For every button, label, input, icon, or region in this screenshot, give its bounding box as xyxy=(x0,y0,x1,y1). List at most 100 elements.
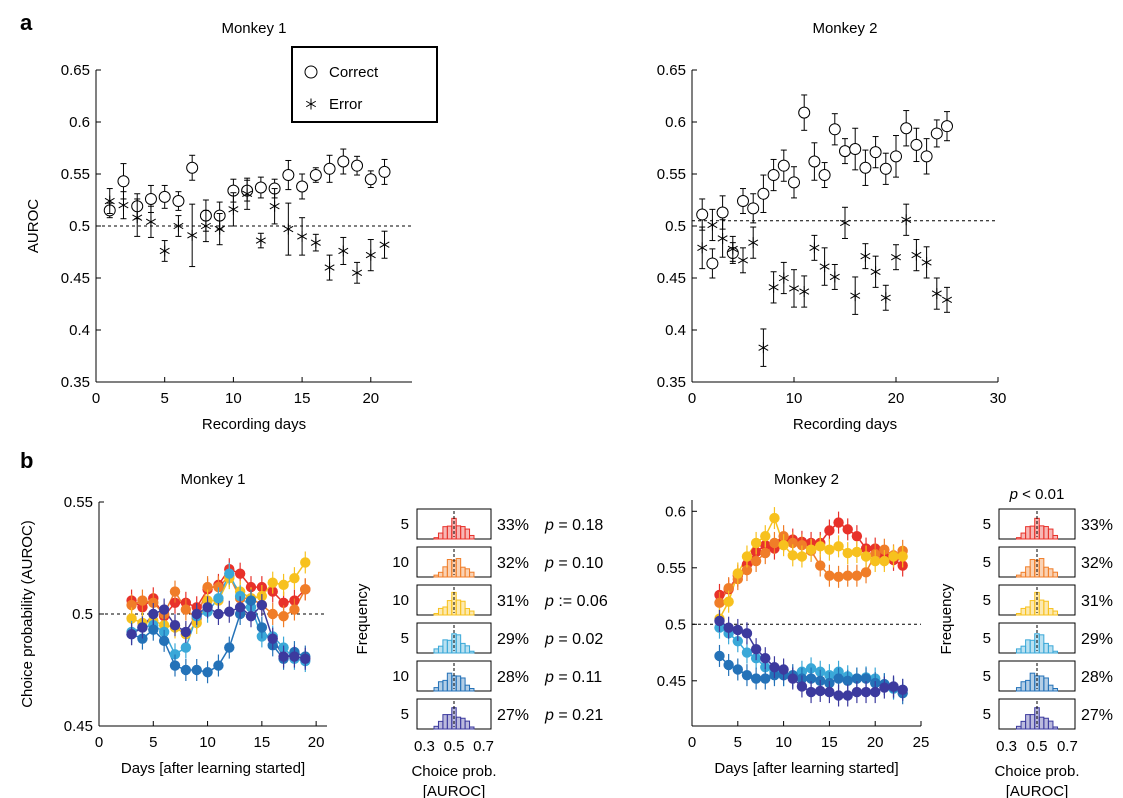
histogram-y-tick: 5 xyxy=(983,668,991,685)
histogram-y-tick: 5 xyxy=(983,516,991,533)
data-point-error xyxy=(173,220,184,232)
data-point-correct xyxy=(254,181,267,194)
series-point xyxy=(851,673,863,684)
data-point-correct xyxy=(696,208,709,221)
series-point xyxy=(778,540,789,551)
series-point xyxy=(851,686,863,698)
histogram-bar xyxy=(455,599,462,616)
series-point xyxy=(191,664,202,676)
histogram-bar xyxy=(1047,528,1054,540)
series-point xyxy=(278,611,289,622)
series-point xyxy=(289,651,300,662)
histogram-bar xyxy=(1020,571,1027,578)
series-point xyxy=(169,660,181,671)
x-tick-label: 20 xyxy=(362,390,379,407)
data-point-correct xyxy=(879,162,892,175)
series-point xyxy=(169,597,181,608)
data-point-correct xyxy=(117,175,130,188)
y-tick-label: 0.5 xyxy=(69,218,90,235)
histogram-bar xyxy=(1025,606,1031,616)
data-point-error-stroke xyxy=(941,296,953,304)
panel-label-a: a xyxy=(20,10,33,35)
data-point-correct xyxy=(323,162,336,175)
data-point-error-stroke xyxy=(799,288,810,295)
series-point xyxy=(300,557,311,568)
series-point xyxy=(897,684,908,696)
panel-label-b: b xyxy=(20,448,33,473)
histogram-bar xyxy=(1015,687,1022,692)
series-point xyxy=(870,555,881,567)
x-tick-label: 10 xyxy=(225,390,242,407)
x-tick-label: 5 xyxy=(734,734,742,751)
series-point xyxy=(224,642,235,653)
y-tick-label: 0.4 xyxy=(69,322,90,339)
data-point-error xyxy=(214,223,225,235)
data-point-error-stroke xyxy=(727,245,738,253)
data-point-correct xyxy=(828,123,841,136)
histogram-bar xyxy=(464,720,471,730)
histogram-bar xyxy=(469,534,475,540)
histogram-bar xyxy=(1025,714,1031,730)
data-point-error-stroke xyxy=(737,257,749,264)
x-axis-label: Recording days xyxy=(793,416,897,433)
histogram-bar xyxy=(433,687,439,692)
data-point-error-stroke xyxy=(839,219,851,227)
x-axis-label: Recording days xyxy=(202,416,306,433)
p-symbol: p xyxy=(544,631,554,648)
histogram-percent: 29% xyxy=(1081,631,1113,648)
series-point xyxy=(842,675,853,686)
x-tick-label: 10 xyxy=(786,390,803,407)
series-point xyxy=(278,597,289,608)
data-point-correct xyxy=(788,176,800,189)
histogram-bar xyxy=(464,608,471,616)
data-point-error-stroke xyxy=(118,202,129,209)
histogram-x-label-line2: [AUROC] xyxy=(423,783,486,798)
histogram-bar xyxy=(1038,599,1045,616)
data-point-error xyxy=(880,292,891,304)
x-tick-label: 5 xyxy=(149,734,157,751)
histogram-bar xyxy=(442,714,448,730)
data-point-error-stroke xyxy=(379,241,390,248)
p-value-text: = 0.11 xyxy=(554,669,602,686)
histogram-bar xyxy=(1015,725,1022,730)
y-tick-label: 0.55 xyxy=(657,166,686,183)
histogram-bar xyxy=(442,526,448,540)
legend-box xyxy=(291,46,438,123)
series-point xyxy=(851,530,863,542)
data-point-correct xyxy=(737,195,749,208)
data-point-error-stroke xyxy=(145,218,156,226)
series-point xyxy=(732,624,743,636)
series-point xyxy=(169,649,181,660)
x-tick-label: 20 xyxy=(888,390,905,407)
data-point-error-stroke xyxy=(880,294,891,301)
histogram-bar xyxy=(469,687,475,692)
series-point xyxy=(796,681,808,692)
data-point-error xyxy=(310,237,321,249)
p-symbol: p xyxy=(544,517,554,534)
histogram-bar xyxy=(1047,568,1054,578)
data-point-correct xyxy=(186,161,199,174)
x-tick-label: 0 xyxy=(95,734,103,751)
histogram-p-value: p = 0.10 xyxy=(544,555,603,572)
series-point xyxy=(760,530,771,542)
series-point xyxy=(833,517,844,528)
series-point xyxy=(769,662,780,673)
series-point xyxy=(888,551,899,562)
histogram-y-label: Frequency xyxy=(938,583,955,654)
data-point-error xyxy=(758,342,769,354)
series-point xyxy=(805,544,817,555)
histogram-bar xyxy=(1015,537,1022,540)
x-axis-label: Days [after learning started] xyxy=(121,760,305,777)
x-tick-label: 10 xyxy=(199,734,216,751)
series-point xyxy=(888,681,899,692)
histogram-bar xyxy=(1029,639,1036,654)
histogram-bar xyxy=(469,610,475,616)
data-point-error xyxy=(778,272,789,284)
data-point-error xyxy=(338,245,349,257)
histogram-bar xyxy=(464,568,471,578)
histogram-y-tick: 10 xyxy=(392,554,409,571)
data-point-correct xyxy=(716,206,729,219)
y-tick-label: 0.5 xyxy=(665,218,686,235)
data-point-error-stroke xyxy=(860,252,871,260)
histogram-bar xyxy=(446,672,453,692)
